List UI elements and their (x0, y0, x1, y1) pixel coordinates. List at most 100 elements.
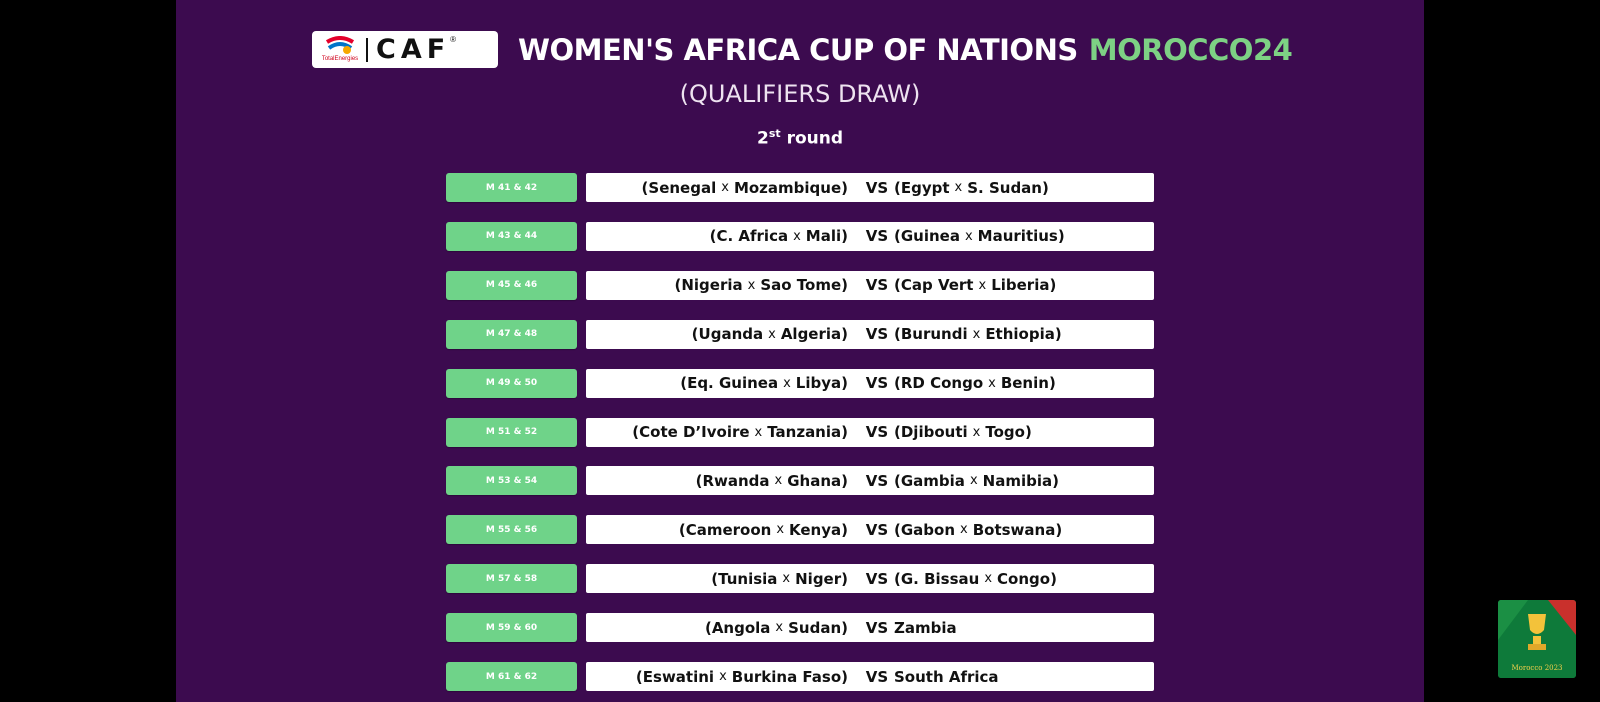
home-pair: (Senegal x Mozambique) (641, 178, 848, 197)
match-fixture: (Nigeria x Sao Tome) VS (Cap Vert x Liberia) (586, 270, 1154, 300)
pair-separator: x (964, 228, 973, 244)
team-name: Egypt (900, 178, 950, 197)
page-title: WOMEN'S AFRICA CUP OF NATIONS MOROCCO24 (518, 30, 1293, 70)
team-name: Uganda (698, 325, 764, 344)
team-name: Cameroon (685, 520, 772, 539)
match-number-badge: M 53 & 54 (446, 466, 577, 496)
team-name: Burkina Faso (731, 667, 842, 686)
match-number-badge: M 59 & 60 (446, 613, 577, 643)
team-name: Gambia (900, 471, 965, 490)
caf-wordmark: CAF (376, 34, 451, 65)
team-name: Rwanda (702, 471, 770, 490)
team-name: G. Bissau (900, 569, 980, 588)
pair-separator: x (774, 473, 783, 489)
match-row: M 43 & 44 (C. Africa x Mali) VS (Guinea x Mauri… (446, 221, 1154, 252)
match-number-badge: M 43 & 44 (446, 221, 577, 251)
team-name: Mauritius (977, 227, 1058, 246)
team-name: Guinea (900, 227, 960, 246)
match-row: M 47 & 48 (Uganda x Algeria) VS (Burundi x Ethi… (446, 319, 1154, 350)
match-number-badge: M 45 & 46 (446, 270, 577, 300)
team-name: Kenya (789, 520, 842, 539)
match-fixture: (Cameroon x Kenya) VS (Gabon x Botswana) (586, 515, 1154, 545)
pair-separator: x (754, 424, 763, 440)
home-pair: (Eq. Guinea x Libya) (680, 374, 848, 393)
team-name: Djibouti (900, 423, 968, 441)
pair-separator: x (793, 228, 801, 244)
pair-separator: x (783, 375, 791, 391)
team-name: Mali (805, 227, 842, 246)
pair-separator: x (972, 424, 981, 440)
away-pair: (Cap Vert x Liberia) (894, 276, 1057, 295)
team-name: Tunisia (718, 569, 778, 588)
match-fixture: (Cote D’Ivoire x Tanzania) VS (Djibouti x Togo… (586, 417, 1154, 447)
team-name: S. Sudan (967, 178, 1042, 197)
home-pair: (Cameroon x Kenya) (678, 520, 848, 539)
vs-label: VS (865, 569, 889, 588)
vs-label: VS (865, 520, 889, 539)
team-name: Congo (997, 569, 1051, 588)
match-row: M 49 & 50 (Eq. Guinea x Libya) VS (RD Congo x B… (446, 368, 1154, 399)
team-name: RD Congo (900, 374, 984, 393)
home-pair: (Cote D’Ivoire x Tanzania) (632, 423, 848, 441)
vs-label: VS (865, 325, 889, 344)
team-name: Liberia (991, 276, 1050, 295)
trophy-icon (1498, 600, 1576, 678)
team-name: Namibia (982, 471, 1053, 490)
team-name: Sudan (788, 618, 842, 637)
team-name: Algeria (780, 325, 842, 344)
match-row: M 41 & 42(Senegal x Mozambique) VS(Egypt x S.… (446, 173, 1154, 203)
team-name: South Africa (894, 667, 999, 686)
team-name: Burundi (900, 325, 968, 344)
match-row: M 59 & 60 (Angola x Sudan) VS Zambia (446, 613, 1154, 643)
team-name: Eq. Guinea (687, 374, 779, 393)
team-name: Benin (1000, 374, 1049, 393)
home-pair: (C. Africa x Mali) (709, 227, 848, 246)
team-name: Gabon (900, 520, 956, 539)
away-pair: (Gabon x Botswana) (894, 520, 1063, 539)
match-fixture: (Uganda x Algeria) VS (Burundi x Ethiopia) (586, 319, 1154, 349)
team-name: Sao Tome (760, 276, 842, 295)
match-fixture: (Angola x Sudan) VS Zambia (586, 613, 1154, 643)
vs-label: VS (865, 227, 889, 246)
team-name: Togo (985, 423, 1025, 441)
pair-separator: x (775, 620, 784, 636)
vs-label: VS (865, 374, 889, 393)
away-pair: (Guinea x Mauritius) (894, 227, 1065, 246)
home-pair: (Nigeria x Sao Tome) (674, 276, 848, 295)
pair-separator: x (984, 571, 993, 587)
pair-separator: x (747, 277, 756, 293)
pair-separator: x (719, 669, 727, 684)
home-pair: (Eswatini x Burkina Faso) (635, 667, 848, 686)
match-fixture: (Senegal x Mozambique) VS(Egypt x S. Sudan) (586, 173, 1154, 202)
team-name: Libya (795, 374, 842, 393)
team-name: Nigeria (681, 276, 743, 295)
team-name: Zambia (894, 618, 957, 637)
home-pair: (Tunisia x Niger) (711, 569, 848, 588)
pair-separator: x (768, 326, 776, 342)
pair-separator: x (988, 375, 996, 391)
team-name: Tanzania (767, 423, 842, 441)
away-pair: (Egypt x S. Sudan) (894, 178, 1049, 197)
totalenergies-logo-icon: TotalEnergies (318, 33, 362, 67)
away-pair: Zambia (894, 613, 957, 642)
pair-separator: x (972, 326, 981, 342)
pair-separator: x (721, 180, 729, 195)
team-name: Niger (795, 569, 842, 588)
match-row: M 57 & 58 (Tunisia x Niger) VS (G. Bissau x Con… (446, 564, 1154, 594)
pair-separator: x (969, 473, 978, 489)
match-row: M 45 & 46 (Nigeria x Sao Tome) VS (Cap Vert x L… (446, 270, 1154, 301)
away-pair: (G. Bissau x Congo) (894, 569, 1057, 588)
home-pair: (Uganda x Algeria) (691, 325, 848, 344)
registered-mark-icon: ® (450, 35, 457, 44)
vs-label: VS (865, 276, 889, 295)
match-fixture: (Eq. Guinea x Libya) VS (RD Congo x Benin) (586, 368, 1154, 398)
caf-logo: TotalEnergies CAF ® (312, 31, 498, 68)
team-name: Senegal (648, 178, 717, 197)
match-number-badge: M 47 & 48 (446, 319, 577, 349)
home-pair: (Angola x Sudan) (704, 618, 848, 637)
vs-label: VS (865, 667, 889, 686)
pair-separator: x (978, 277, 987, 293)
away-pair: (Djibouti x Togo) (894, 423, 1032, 441)
team-name: C. Africa (716, 227, 789, 246)
team-name: Botswana (972, 520, 1056, 539)
